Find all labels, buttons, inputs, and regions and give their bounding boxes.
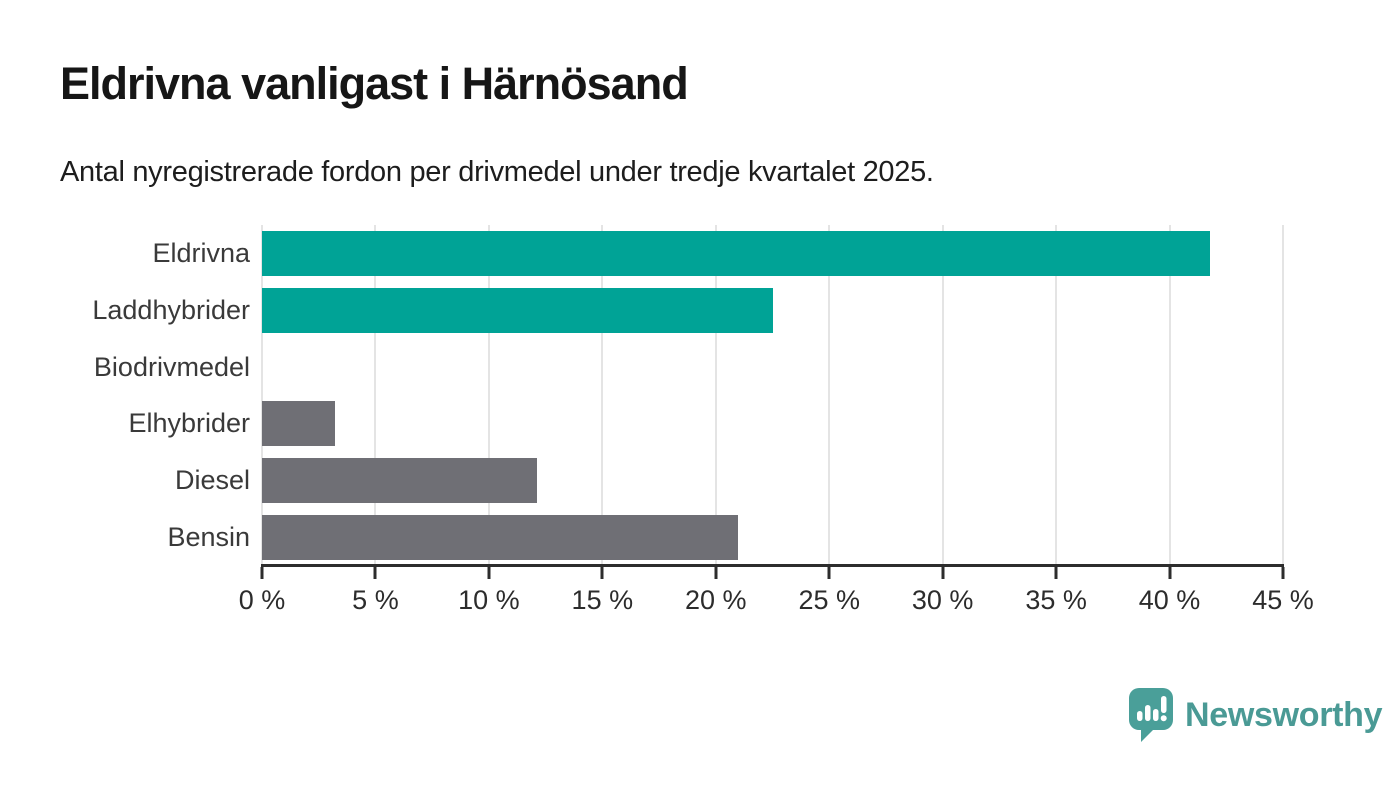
bar-row-eldrivna — [262, 225, 1283, 282]
gridline-45 — [1282, 225, 1284, 566]
x-tickmark-35 — [1054, 567, 1058, 579]
x-tick-label-0: 0 % — [238, 585, 286, 615]
bar-elhybrider — [262, 401, 335, 447]
gridline-5 — [374, 225, 377, 566]
x-tick-label-35: 35 % — [1025, 585, 1087, 615]
bar-row-laddhybrider — [262, 282, 1283, 339]
x-tickmark-15 — [600, 567, 604, 579]
bar-bensin — [262, 515, 739, 561]
bar-row-bensin — [262, 509, 1283, 566]
gridline-30 — [941, 225, 944, 566]
bar-diesel — [262, 458, 537, 504]
category-label-elhybrider: Elhybrider — [128, 408, 250, 439]
x-tick-label-40: 40 % — [1138, 585, 1201, 615]
bar-row-biodrivmedel — [262, 339, 1283, 396]
category-label-bensin: Bensin — [167, 522, 250, 553]
x-tickmark-30 — [941, 567, 945, 579]
x-tickmark-20 — [714, 567, 718, 579]
x-tick-label-45: 45 % — [1252, 585, 1314, 615]
gridline-25 — [828, 225, 831, 566]
newsworthy-icon — [1129, 688, 1173, 742]
category-label-biodrivmedel: Biodrivmedel — [93, 351, 250, 382]
x-tickmark-10 — [487, 567, 491, 579]
gridline-0 — [261, 225, 263, 566]
gridline-15 — [601, 225, 604, 566]
category-label-eldrivna: Eldrivna — [152, 237, 250, 268]
gridline-20 — [714, 225, 717, 566]
chart-subtitle: Antal nyregistrerade fordon per drivmede… — [60, 156, 934, 188]
gridline-10 — [487, 225, 490, 566]
x-tick-label-25: 25 % — [798, 585, 860, 615]
x-tickmark-45 — [1281, 567, 1285, 579]
chart-title: Eldrivna vanligast i Härnösand — [60, 58, 689, 109]
x-tick-label-30: 30 % — [911, 585, 974, 615]
x-tickmark-0 — [260, 567, 264, 579]
x-tick-label-15: 15 % — [571, 585, 634, 615]
brand-name: Newsworthy — [1185, 696, 1383, 734]
category-label-laddhybrider: Laddhybrider — [92, 294, 250, 325]
category-label-diesel: Diesel — [174, 465, 250, 496]
bars-group — [262, 225, 1283, 566]
bar-row-diesel — [262, 452, 1283, 509]
x-tickmark-40 — [1168, 567, 1172, 579]
x-tick-label-10: 10 % — [458, 585, 520, 615]
x-tick-label-5: 5 % — [352, 585, 399, 615]
plot-area: 0 % 5 % 10 % 15 % 20 % 25 % 30 % 35 % 40 % 45 % — [239, 225, 1314, 615]
x-tick-label-20: 20 % — [684, 585, 747, 615]
x-axis-line — [261, 564, 1284, 567]
brand-logo: Newsworthy — [1128, 687, 1383, 743]
bar-row-elhybrider — [262, 395, 1283, 452]
bar-laddhybrider — [262, 287, 773, 333]
category-axis-labels: Eldrivna Laddhybrider Biodrivmedel Elhybrid… — [0, 225, 250, 566]
gridline-40 — [1168, 225, 1171, 566]
bar-eldrivna — [262, 230, 1211, 276]
gridline-35 — [1055, 225, 1058, 566]
x-tickmark-5 — [373, 567, 377, 579]
x-tickmark-25 — [827, 567, 831, 579]
